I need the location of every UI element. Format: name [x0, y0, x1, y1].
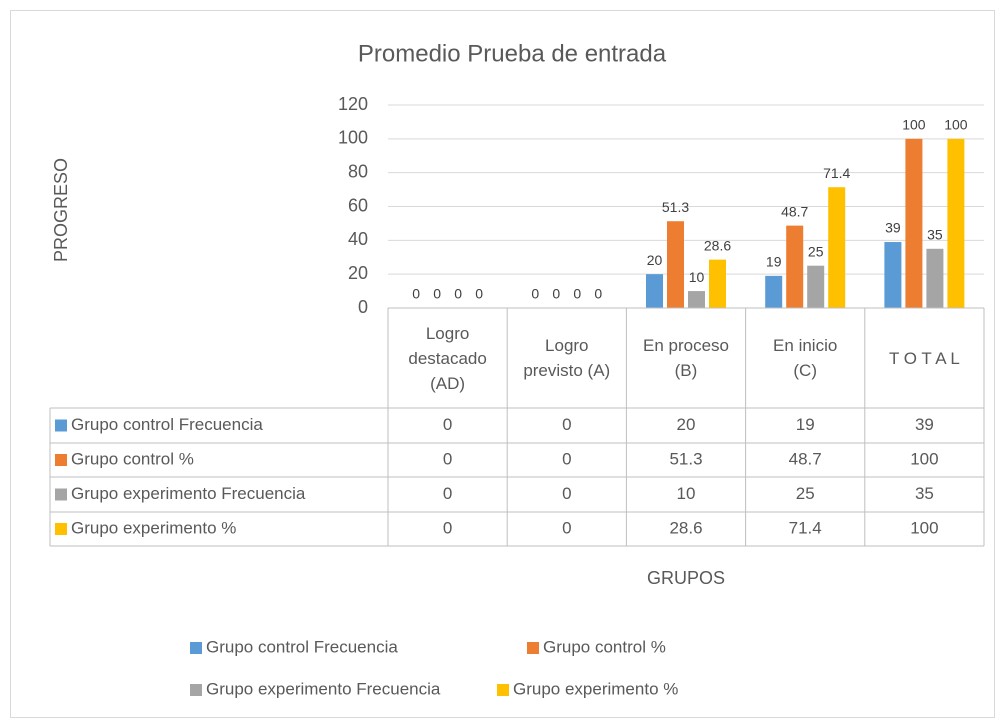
y-tick-label: 80	[348, 161, 368, 181]
legend-key	[55, 523, 67, 535]
table-row-label: Grupo experimento %	[71, 518, 236, 537]
data-label: 20	[647, 252, 663, 268]
table-cell: 25	[796, 484, 815, 503]
data-label: 51.3	[662, 199, 689, 215]
data-label: 19	[766, 254, 782, 270]
x-tick-label-box: T O T A L	[888, 348, 960, 368]
table-cell: 0	[562, 484, 571, 503]
x-tick-label-box: En inicio (C)	[773, 336, 838, 380]
x-tick-label: Logro previsto (A)	[523, 336, 611, 380]
x-tick-label: En proceso (B)	[642, 336, 729, 380]
x-tick-label: Logro destacado (AD)	[408, 323, 487, 393]
table-cell: 0	[562, 415, 571, 434]
x-tick-label-box: Logro destacado (AD)	[408, 323, 487, 393]
data-label: 0	[475, 286, 483, 302]
y-tick-label: 0	[358, 297, 368, 317]
table-cell: 0	[443, 415, 452, 434]
x-tick-label: T O T A L	[888, 348, 960, 368]
table-cell: 0	[562, 449, 571, 468]
legend-key	[55, 488, 67, 501]
table-cell: 35	[915, 484, 934, 503]
legend-label: Grupo experimento %	[513, 679, 678, 698]
chart-border	[10, 10, 995, 718]
data-label: 48.7	[781, 203, 808, 219]
bar	[926, 248, 944, 308]
legend-key	[55, 419, 67, 432]
table-cell: 10	[677, 484, 696, 503]
chart-title: Promedio Prueba de entrada	[358, 40, 667, 67]
table-cell: 0	[443, 449, 452, 468]
data-label: 100	[944, 117, 968, 133]
bar	[905, 138, 923, 308]
data-label: 0	[531, 286, 539, 302]
bar	[947, 138, 965, 308]
table-cell: 28.6	[669, 518, 702, 537]
data-label: 35	[927, 226, 943, 242]
data-label: 0	[454, 286, 462, 302]
data-label: 100	[902, 117, 926, 133]
data-label: 39	[885, 220, 901, 236]
bar	[667, 221, 684, 308]
bar	[709, 259, 726, 308]
table-row-label: Grupo experimento Frecuencia	[71, 484, 306, 503]
y-tick-label: 100	[338, 128, 368, 148]
legend-key	[55, 454, 67, 466]
y-tick-label: 20	[348, 263, 368, 283]
x-tick-label: En inicio (C)	[773, 336, 838, 380]
bar	[884, 242, 902, 308]
table-cell: 48.7	[789, 449, 822, 468]
x-tick-label-box: En proceso (B)	[642, 336, 729, 380]
data-label: 0	[412, 286, 420, 302]
table-row-label: Grupo control Frecuencia	[71, 415, 263, 434]
table-cell: 51.3	[669, 449, 702, 468]
table-row-label: Grupo control %	[71, 449, 194, 468]
legend-swatch	[190, 642, 202, 654]
legend-swatch	[190, 684, 202, 696]
y-tick-label: 120	[338, 94, 368, 114]
legend-label: Grupo experimento Frecuencia	[206, 679, 441, 698]
y-tick-label: 40	[348, 229, 368, 249]
bar	[786, 225, 804, 308]
data-label: 25	[808, 243, 824, 259]
table-cell: 39	[915, 415, 934, 434]
y-axis-label: PROGRESO	[51, 158, 71, 262]
legend-label: Grupo control Frecuencia	[206, 637, 398, 656]
legend-swatch	[497, 684, 509, 696]
data-label: 0	[573, 286, 581, 302]
table-cell: 100	[910, 518, 938, 537]
table-cell: 20	[677, 415, 696, 434]
table-cell: 71.4	[789, 518, 822, 537]
table-cell: 0	[443, 518, 452, 537]
y-tick-label: 60	[348, 195, 368, 215]
data-label: 0	[552, 286, 560, 302]
data-label: 28.6	[704, 237, 731, 253]
x-tick-label-box: Logro previsto (A)	[523, 336, 611, 380]
data-label: 0	[433, 286, 441, 302]
bar	[807, 265, 825, 308]
bar	[646, 274, 663, 308]
x-axis-label: GRUPOS	[647, 568, 725, 588]
table-cell: 19	[796, 415, 815, 434]
legend-swatch	[527, 642, 539, 654]
bar	[828, 187, 846, 308]
legend-label: Grupo control %	[543, 637, 666, 656]
data-label: 0	[594, 286, 602, 302]
bar	[765, 275, 783, 308]
table-cell: 0	[562, 518, 571, 537]
data-label: 10	[689, 269, 705, 285]
data-label: 71.4	[823, 165, 850, 181]
table-cell: 0	[443, 484, 452, 503]
bar	[688, 291, 705, 308]
table-cell: 100	[910, 449, 938, 468]
